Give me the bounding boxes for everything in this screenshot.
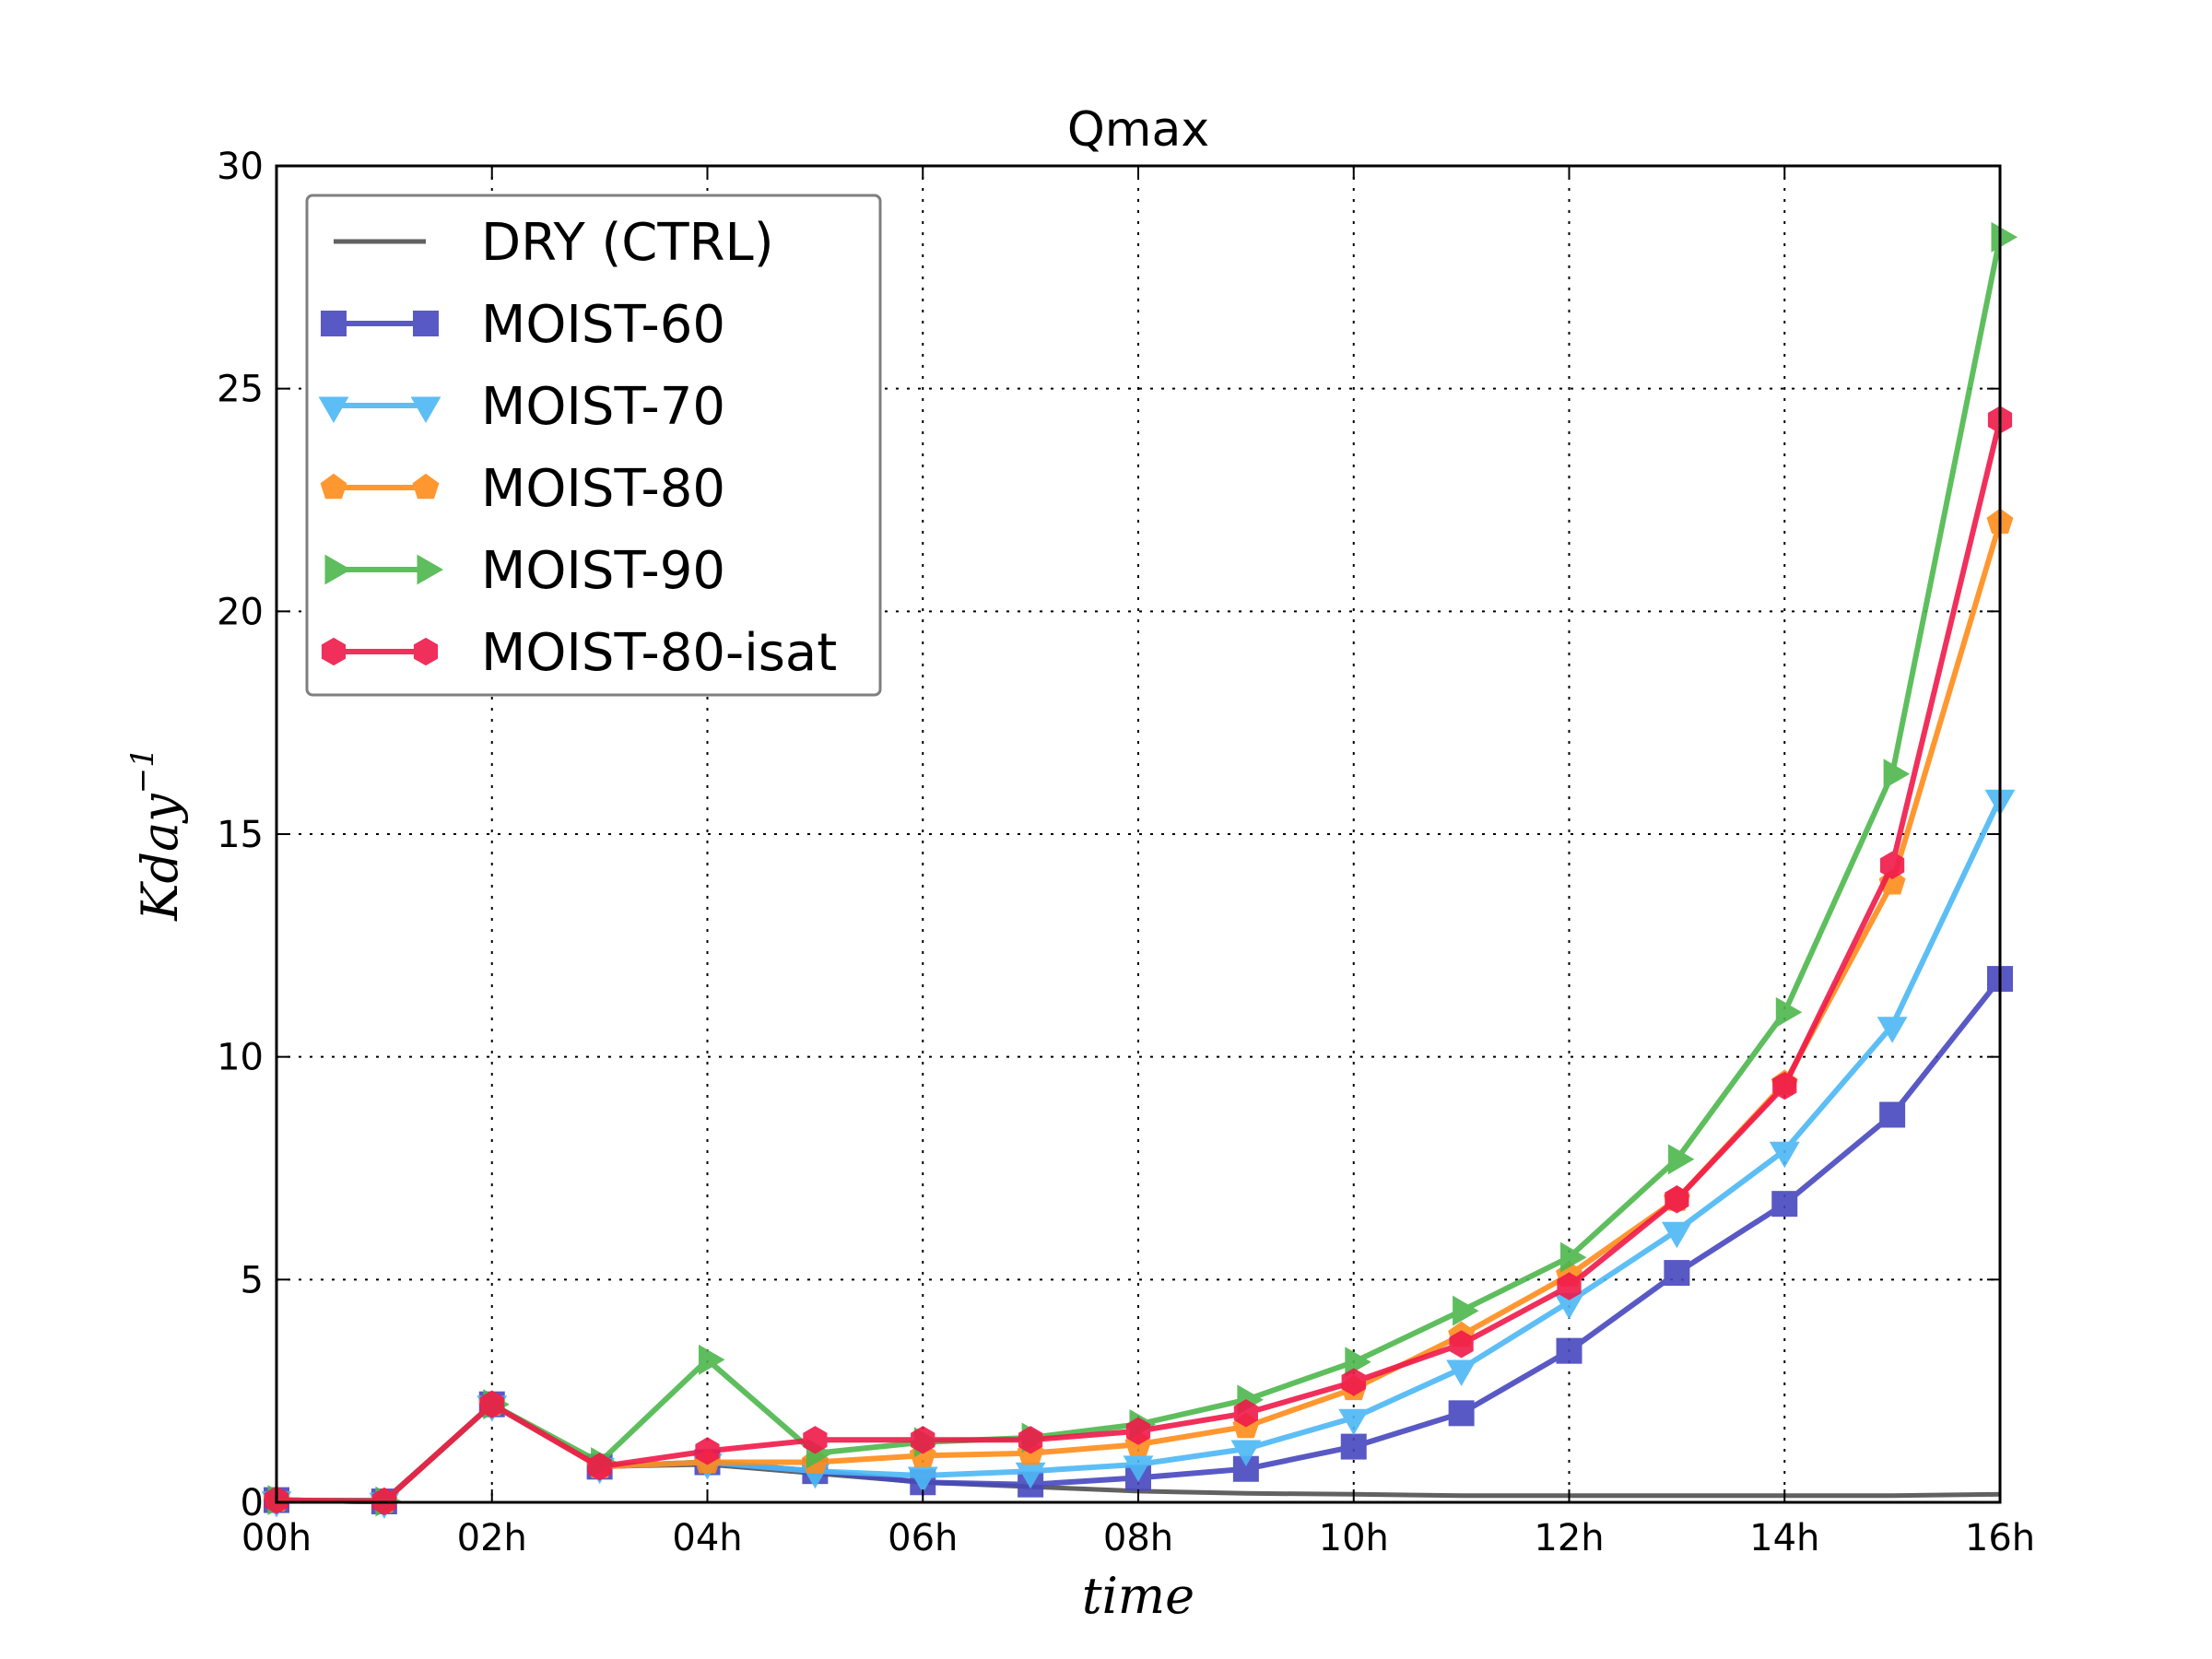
chart-title: Qmax	[1067, 102, 1209, 158]
data-point	[911, 1426, 935, 1454]
axis-ticks: 00h 02h 04h 06h 08h 10h 12h 14h 16h 0 5 10 15 20 25 30	[217, 146, 2035, 1559]
y-tick-label: 20	[217, 591, 264, 633]
series-lines	[261, 221, 2018, 1520]
x-tick-label: 00h	[241, 1517, 312, 1559]
y-axis-label: Kday−1	[124, 747, 189, 922]
data-point	[1123, 1455, 1154, 1482]
legend-marker	[413, 311, 439, 336]
data-point	[1664, 1260, 1690, 1287]
legend-marker	[321, 637, 347, 666]
data-point	[1448, 1400, 1475, 1427]
y-tick-label: 25	[217, 369, 264, 411]
legend-label: MOIST-70	[481, 377, 725, 437]
data-point	[1877, 1017, 1908, 1043]
x-tick-label: 12h	[1534, 1517, 1604, 1559]
series-moist-80-isat	[264, 406, 2013, 1516]
data-point	[1880, 851, 1905, 879]
y-tick-label: 15	[217, 814, 264, 856]
data-point	[479, 1390, 504, 1418]
data-point	[907, 1466, 938, 1493]
data-point	[1883, 759, 1911, 790]
legend-marker	[417, 554, 444, 585]
legend-label: DRY (CTRL)	[481, 213, 774, 273]
data-point	[1340, 1433, 1367, 1460]
legend-label: MOIST-80	[481, 459, 725, 519]
x-tick-label: 04h	[672, 1517, 742, 1559]
x-tick-label: 08h	[1103, 1517, 1173, 1559]
data-point	[1446, 1359, 1477, 1387]
data-point	[1665, 1185, 1689, 1214]
legend-item	[321, 311, 439, 336]
data-point	[699, 1344, 725, 1375]
x-tick-label: 16h	[1965, 1517, 2035, 1559]
legend-marker	[324, 554, 352, 585]
legend: DRY (CTRL) MOIST-60 MOIST-70 MOIST-80 MOIST-…	[305, 194, 882, 697]
data-point	[1449, 1330, 1474, 1359]
data-point	[1125, 1417, 1151, 1445]
y-tick-label: 0	[241, 1482, 264, 1524]
legend-marker	[320, 473, 347, 500]
x-tick-label: 06h	[888, 1517, 958, 1559]
data-point	[587, 1453, 612, 1481]
x-axis-label: time	[1082, 1567, 1194, 1625]
legend-item	[318, 396, 441, 424]
data-point	[1661, 1221, 1692, 1249]
legend-marker	[412, 473, 440, 500]
data-point	[1991, 221, 2018, 253]
y-tick-label: 10	[217, 1037, 264, 1079]
legend-label: MOIST-90	[481, 541, 725, 601]
legend-box	[305, 194, 882, 697]
x-tick-label: 10h	[1319, 1517, 1389, 1559]
data-point	[803, 1426, 828, 1454]
data-point	[1345, 1347, 1371, 1378]
data-point	[1557, 1272, 1582, 1300]
y-tick-label: 30	[217, 146, 264, 188]
data-point	[1341, 1368, 1366, 1396]
legend-label: MOIST-80-isat	[481, 623, 837, 683]
legend-item	[324, 554, 444, 585]
data-point	[1230, 1440, 1262, 1467]
data-point	[1879, 1101, 1906, 1128]
legend-marker	[413, 637, 439, 666]
legend-marker	[318, 396, 349, 424]
legend-marker	[321, 311, 347, 336]
data-point	[1771, 1191, 1798, 1218]
data-point	[1667, 1144, 1695, 1175]
data-point	[1018, 1426, 1043, 1454]
data-point	[1560, 1241, 1587, 1273]
legend-item	[321, 637, 439, 666]
legend-label: MOIST-60	[481, 295, 725, 355]
x-tick-label: 14h	[1749, 1517, 1819, 1559]
data-point	[1772, 1071, 1797, 1100]
data-point	[1556, 1337, 1583, 1364]
y-axis-label-base: Kday	[131, 793, 189, 922]
data-point	[1769, 1141, 1800, 1169]
y-tick-label: 5	[241, 1259, 264, 1301]
y-axis-label-superscript: −1	[124, 747, 161, 794]
x-tick-label: 02h	[457, 1517, 527, 1559]
legend-marker	[410, 396, 441, 424]
data-point	[1775, 996, 1803, 1028]
y-axis-label-group: Kday−1	[124, 747, 189, 922]
legend-item	[320, 473, 440, 500]
data-point	[1338, 1408, 1370, 1436]
data-point	[1233, 1399, 1258, 1428]
data-point	[1453, 1295, 1479, 1326]
data-point	[695, 1437, 720, 1465]
